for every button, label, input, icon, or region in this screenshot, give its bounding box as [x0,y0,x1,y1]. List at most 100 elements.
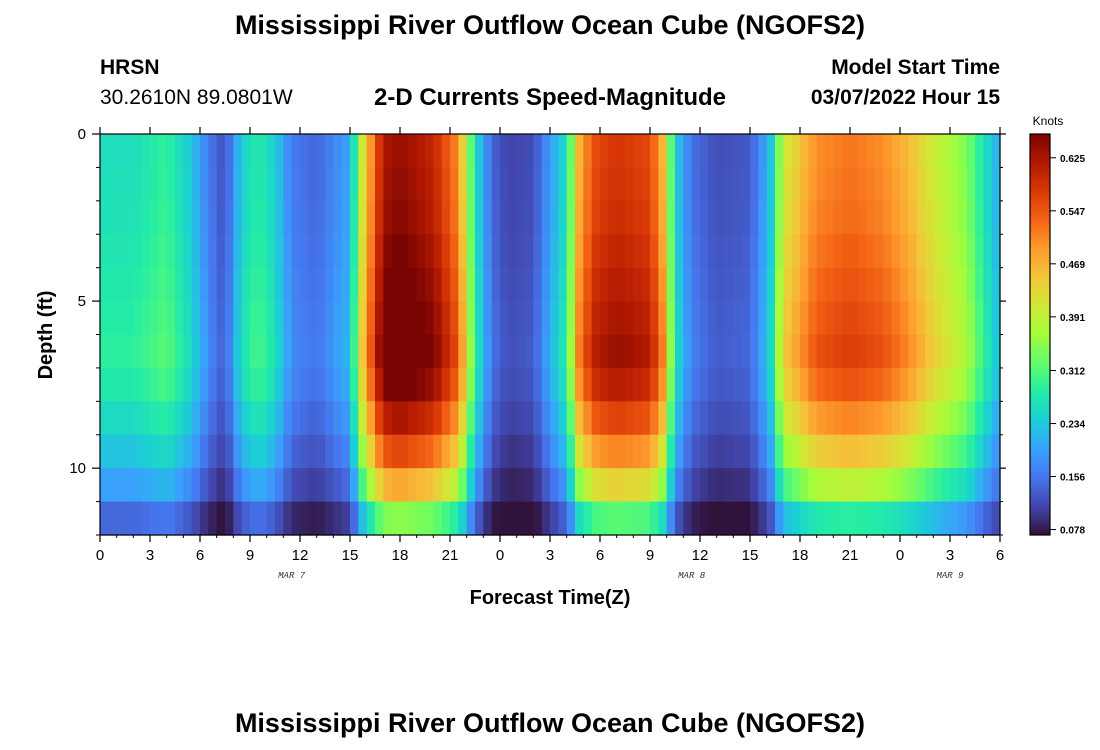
x-tick-label: 18 [392,547,409,564]
heat-cell [316,367,326,402]
heat-cell [391,301,401,336]
heat-cell [158,434,168,469]
heat-cell [700,334,709,369]
heat-cell [441,200,451,235]
heat-cell [583,200,593,235]
heat-cell [875,167,884,202]
heat-cell [250,468,259,503]
footer-title: Mississippi River Outflow Ocean Cube (NG… [234,708,866,738]
heat-cell [908,200,918,235]
heat-cell [916,367,926,402]
heat-cell [833,334,843,369]
heat-cell [525,401,534,436]
heat-cell [183,468,193,503]
heat-cell [216,367,226,402]
heat-cell [266,167,276,202]
heat-cell [708,434,718,469]
heat-cell [800,134,809,169]
heat-cell [266,200,276,235]
heat-cell [408,468,418,503]
heat-cell [425,401,434,436]
heat-cell [850,167,859,202]
heat-cell [841,501,851,536]
heat-cell [641,367,651,402]
heat-cell [250,367,259,402]
heat-cell [125,367,134,402]
heat-cell [566,167,576,202]
heat-cell [358,367,368,402]
heat-cell [625,267,634,302]
heat-cell [850,468,859,503]
heat-cell [808,334,818,369]
heat-cell [166,367,176,402]
heat-cell [941,434,951,469]
heat-cell [541,367,551,402]
heat-cell [258,501,268,536]
heat-cell [933,401,943,436]
heat-cell [816,234,826,269]
heat-cell [358,234,368,269]
heat-cell [500,434,509,469]
heat-cell [925,434,934,469]
heat-cell [458,267,468,302]
heat-cell [350,401,359,436]
heat-cell [458,367,468,402]
heat-cell [791,334,801,369]
heat-cell [216,267,226,302]
heat-cell [308,134,318,169]
model-start-value: 03/07/2022 Hour 15 [810,86,1000,109]
heat-cell [400,267,409,302]
heat-cell [750,367,759,402]
x-tick-label: 3 [946,547,954,564]
heat-cell [391,267,401,302]
heat-cell [400,434,409,469]
heat-cell [791,134,801,169]
heat-cell [541,334,551,369]
heat-cell [316,301,326,336]
heat-cell [608,434,618,469]
heat-cell [841,334,851,369]
heat-cell [625,468,634,503]
heat-cell [208,267,218,302]
heat-cell [825,434,834,469]
heat-cell [166,501,176,536]
heat-cell [875,134,884,169]
heat-cell [650,267,659,302]
heat-cell [933,167,943,202]
heat-cell [558,434,568,469]
heat-cell [775,434,784,469]
heat-cell [325,200,334,235]
x-tick-label: 12 [692,547,709,564]
heat-cell [683,200,693,235]
heat-cell [441,367,451,402]
heat-cell [383,134,393,169]
heat-cell [900,401,909,436]
heat-cell [783,468,793,503]
heat-cell [266,501,276,536]
heat-cell [758,367,768,402]
heat-cell [791,434,801,469]
heat-cell [183,367,193,402]
heat-cell [366,167,376,202]
heat-cell [408,367,418,402]
heat-cell [866,234,876,269]
heat-cell [250,267,259,302]
heat-cell [266,401,276,436]
heat-cell [433,200,443,235]
heat-cell [366,301,376,336]
heat-cell [333,301,343,336]
heat-cell [850,434,859,469]
heat-cell [141,367,151,402]
heat-cell [600,401,609,436]
heat-cell [116,200,126,235]
heat-cell [291,234,301,269]
heat-cell [300,434,309,469]
heat-cell [250,301,259,336]
heat-cell [891,167,901,202]
heat-cell [891,334,901,369]
heat-cell [116,434,126,469]
heat-cell [875,401,884,436]
heat-cell [925,167,934,202]
heat-cell [350,501,359,536]
heat-cell [150,334,159,369]
